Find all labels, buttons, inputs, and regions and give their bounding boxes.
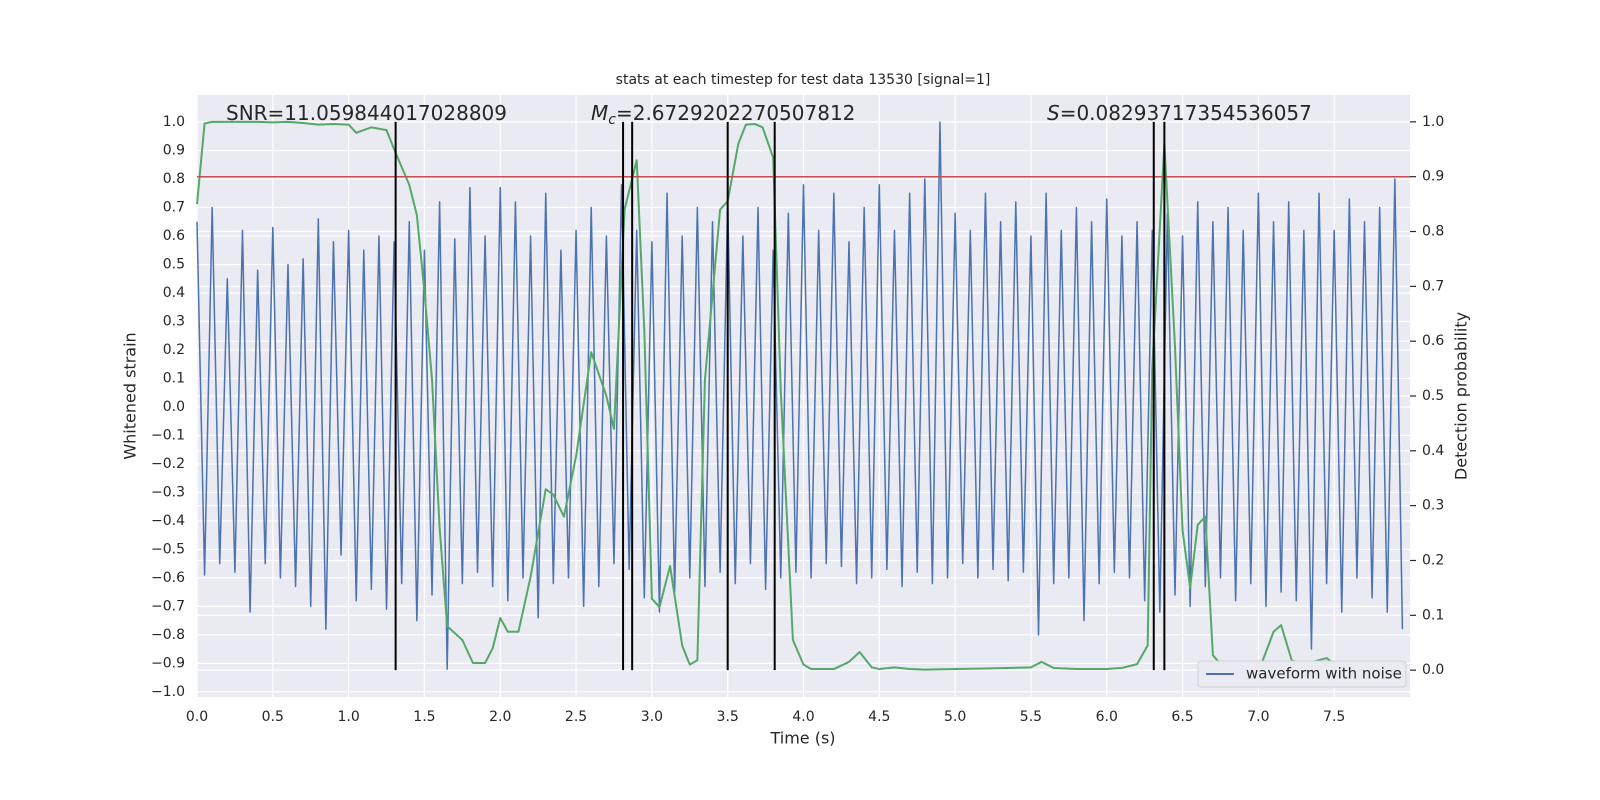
x-tick-label: 0.0 (186, 709, 208, 725)
y-tick-label: 0.0 (163, 399, 185, 415)
y-tick-label: −0.4 (151, 513, 185, 529)
y2-tick-label: 0.4 (1422, 443, 1444, 459)
y-tick-label: 0.3 (163, 313, 185, 329)
y-tick-label: 0.1 (163, 370, 185, 386)
y2-tick-label: 0.5 (1422, 388, 1444, 404)
x-tick-label: 7.5 (1323, 709, 1345, 725)
y-tick-label: −0.3 (151, 484, 185, 500)
annotation: SNR=11.059844017028809 (226, 101, 507, 125)
y2-tick-label: 0.8 (1422, 224, 1444, 240)
annotation-subscript: c (608, 112, 616, 128)
annotation-symbol: M (591, 101, 608, 125)
legend-label: waveform with noise (1246, 665, 1402, 683)
x-tick-label: 5.0 (944, 709, 966, 725)
y-tick-label: 0.8 (163, 171, 185, 187)
x-tick-label: 4.0 (792, 709, 814, 725)
x-tick-label: 6.5 (1171, 709, 1193, 725)
x-tick-label: 3.0 (641, 709, 663, 725)
x-axis-label: Time (s) (769, 729, 835, 748)
y2-tick-label: 0.0 (1422, 662, 1444, 678)
x-tick-label: 0.5 (262, 709, 284, 725)
y-tick-label: 0.6 (163, 228, 185, 244)
y-tick-label: −0.2 (151, 456, 185, 472)
y-tick-label: −0.7 (151, 598, 185, 614)
y2-tick-label: 0.7 (1422, 278, 1444, 294)
y-tick-label: 0.5 (163, 257, 185, 273)
y-tick-label: 0.4 (163, 285, 185, 301)
waveform-line (196, 121, 1404, 670)
y2-tick-label: 0.2 (1422, 552, 1444, 568)
y2-tick-label: 0.6 (1422, 333, 1444, 349)
y-axis-label: Whitened strain (121, 332, 140, 459)
annotation-text: =0.08293717354536057 (1060, 101, 1312, 125)
y-tick-label: −0.5 (151, 541, 185, 557)
y2-tick-label: 1.0 (1422, 114, 1444, 130)
chart-title: stats at each timestep for test data 135… (616, 72, 991, 88)
annotation-symbol: S (1047, 101, 1060, 125)
x-tick-label: 3.5 (717, 709, 739, 725)
y2-tick-label: 0.9 (1422, 169, 1444, 185)
x-tick-label: 1.0 (337, 709, 359, 725)
y-tick-label: −0.6 (151, 570, 185, 586)
annotation-text: =2.6729202270507812 (616, 101, 855, 125)
y-tick-label: −1.0 (151, 684, 185, 700)
x-tick-label: 2.0 (489, 709, 511, 725)
x-tick-label: 5.5 (1020, 709, 1042, 725)
y-tick-label: 0.9 (163, 143, 185, 159)
y2-tick-label: 0.3 (1422, 498, 1444, 514)
legend-box (1197, 660, 1407, 688)
annotation: S=0.08293717354536057 (1047, 101, 1312, 125)
y2-axis-label: Detection probability (1452, 312, 1471, 480)
y-tick-label: −0.1 (151, 427, 185, 443)
y-tick-label: 0.7 (163, 200, 185, 216)
annotation-text: SNR=11.059844017028809 (226, 101, 507, 125)
probability-line (196, 120, 1403, 671)
y-tick-label: 1.0 (163, 114, 185, 130)
y-tick-label: −0.8 (151, 627, 185, 643)
annotation: Mc=2.6729202270507812 (591, 101, 855, 129)
y2-tick-label: 0.1 (1422, 607, 1444, 623)
x-tick-label: 2.5 (565, 709, 587, 725)
x-tick-label: 4.5 (868, 709, 890, 725)
y-tick-label: −0.9 (151, 655, 185, 671)
x-tick-label: 6.0 (1096, 709, 1118, 725)
x-tick-label: 1.5 (413, 709, 435, 725)
y-tick-label: 0.2 (163, 342, 185, 358)
x-tick-label: 7.0 (1247, 709, 1269, 725)
